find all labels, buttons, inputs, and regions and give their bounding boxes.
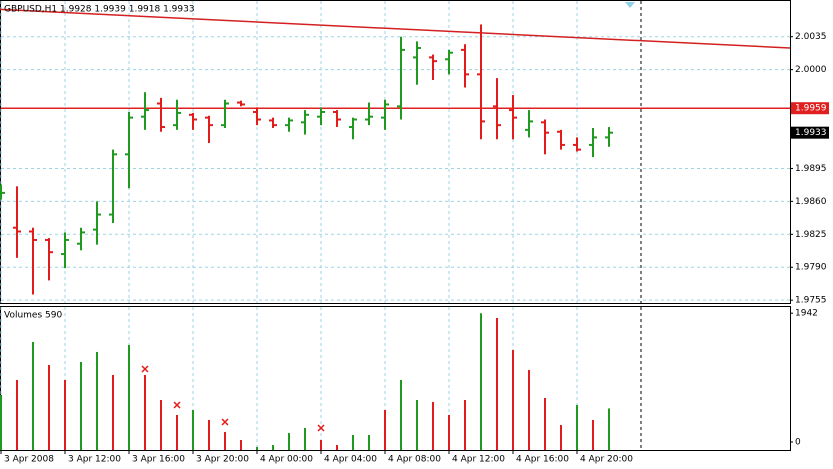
x-tick-label: 3 Apr 12:00 (68, 455, 121, 465)
x-tick-label: 4 Apr 08:00 (388, 455, 441, 465)
ohlc-bar (29, 227, 37, 295)
x-tick-label: 4 Apr 04:00 (324, 455, 377, 465)
ohlc-bar (525, 110, 533, 138)
ohlc-bar (397, 36, 405, 120)
ohlc-bar (61, 232, 69, 269)
ohlc-bar (605, 127, 613, 147)
ohlc-bar (13, 186, 21, 258)
x-tick-label: 4 Apr 12:00 (452, 455, 505, 465)
indicator-markers (141, 365, 325, 432)
ohlc-bar (573, 137, 581, 152)
ohlc-bar (0, 184, 5, 200)
ohlc-bar (141, 92, 149, 130)
ohlc-bar (477, 24, 485, 140)
ohlc-bar (205, 115, 213, 144)
ohlc-bar (77, 227, 85, 251)
y-tick-label: 1942 (795, 309, 818, 319)
x-tick-label: 4 Apr 16:00 (516, 455, 569, 465)
ohlc-bar (317, 107, 325, 126)
chart-title: GBPUSD,H1 1.9928 1.9939 1.9918 1.9933 (4, 5, 195, 15)
ohlc-bar (221, 99, 229, 128)
level-label: 1.9959 (795, 104, 827, 114)
ohlc-bar (413, 41, 421, 85)
ohlc-bar (301, 110, 309, 135)
y-tick-label: 1.9790 (795, 263, 827, 273)
y-tick-label: 1.9860 (795, 197, 827, 207)
ohlc-bar (493, 78, 501, 140)
shift-marker (625, 2, 635, 8)
x-tick-label: 3 Apr 16:00 (132, 455, 185, 465)
ohlc-bar (237, 100, 245, 107)
price-box (791, 126, 829, 139)
x-tick-label: 3 Apr 20:00 (196, 455, 249, 465)
ohlc-bar (253, 107, 261, 126)
price-pane (0, 0, 791, 304)
ohlc-bar (509, 95, 517, 140)
ohlc-bar (557, 129, 565, 150)
ohlc-bar (589, 127, 597, 158)
ohlc-bar (93, 201, 101, 245)
ohlc-bar (125, 111, 133, 189)
ohlc-bar (109, 149, 117, 224)
x-tick-label: 4 Apr 20:00 (580, 455, 633, 465)
ohlc-bar (461, 44, 469, 88)
y-tick-label: 2.0035 (795, 32, 827, 42)
ohlc-bar (157, 97, 165, 132)
ohlc-bar (381, 99, 389, 130)
x-tick-label: 4 Apr 00:00 (260, 455, 313, 465)
trendline (0, 8, 791, 49)
volume-title: Volumes 590 (4, 311, 62, 321)
price-label: 1.9933 (795, 128, 827, 138)
y-tick-label: 1.9825 (795, 230, 827, 240)
ohlc-bar (189, 112, 197, 130)
y-tick-label: 2.0000 (795, 65, 827, 75)
ohlc-bar (285, 117, 293, 132)
x-tick-label: 3 Apr 2008 (4, 455, 54, 465)
ohlc-bar (173, 99, 181, 130)
ohlc-bar (365, 102, 373, 126)
ohlc-bar (45, 238, 53, 281)
y-tick-label: 1.9755 (795, 296, 827, 306)
ohlc-bar (429, 54, 437, 80)
ohlc-bar (269, 117, 277, 128)
ohlc-bar (349, 117, 357, 140)
volume-pane (0, 306, 791, 451)
ohlc-bar (541, 119, 549, 155)
y-tick-label: 1.9895 (795, 164, 827, 174)
level-box (791, 102, 829, 115)
ohlc-bar (445, 49, 453, 75)
y-tick-label: 0 (795, 438, 801, 448)
ohlc-bar (333, 110, 341, 128)
